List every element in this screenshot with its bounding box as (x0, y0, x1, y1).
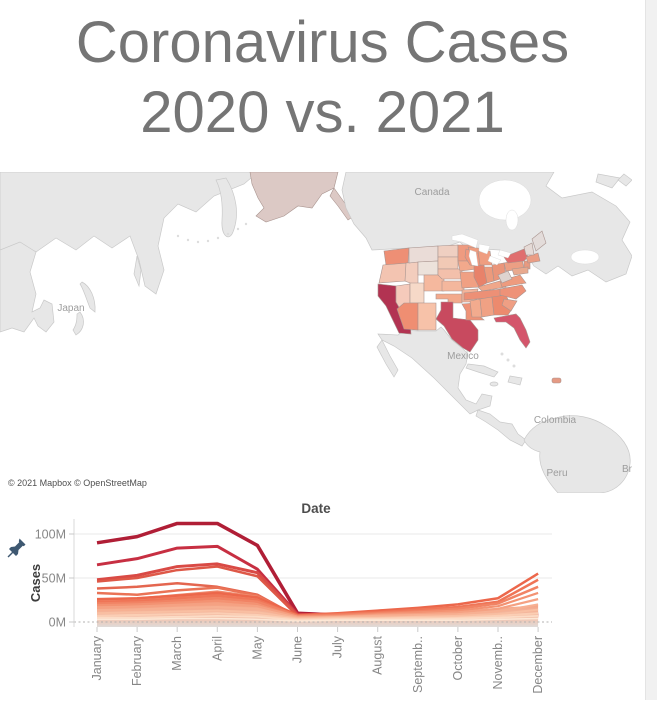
state-ND[interactable] (437, 244, 459, 258)
scrollbar[interactable] (645, 0, 657, 700)
state-TX[interactable] (435, 301, 479, 353)
x-tick-label-July: July (331, 635, 345, 658)
hudson-bay (478, 179, 532, 221)
land-japan-south (72, 311, 84, 336)
bahamas (500, 352, 516, 368)
state-SD[interactable] (437, 256, 459, 270)
map-attribution: © 2021 Mapbox © OpenStreetMap (4, 477, 151, 489)
map-label-colombia: Colombia (534, 415, 577, 426)
x-tick-label-June: June (291, 636, 305, 663)
state-KY[interactable] (477, 280, 507, 292)
state-puerto-rico[interactable] (551, 377, 562, 384)
land-canada (341, 172, 632, 283)
state-NC[interactable] (499, 284, 527, 300)
map-label-brazil: Br (622, 464, 632, 475)
state-VT-NH[interactable] (523, 242, 535, 256)
pin-icon[interactable] (7, 538, 26, 558)
land-china-korea (0, 241, 55, 333)
map-label-peru: Peru (546, 468, 567, 479)
arctic-islands-2 (617, 173, 632, 187)
state-ME[interactable] (531, 230, 547, 252)
land-central-america (475, 409, 527, 447)
us-states-choropleth[interactable] (377, 230, 547, 353)
title-line-2: 2020 vs. 2021 (140, 80, 505, 145)
x-tick-label-October: October (451, 636, 465, 680)
state-NY[interactable] (503, 248, 529, 264)
state-NM[interactable] (417, 302, 437, 331)
state-NE[interactable] (437, 268, 463, 280)
y-tick-label-100M: 100M (35, 528, 66, 542)
chart-title: Date (301, 501, 331, 516)
state-MD[interactable] (511, 266, 529, 276)
state-SC[interactable] (501, 298, 518, 312)
title-line-1: Coronavirus Cases (75, 10, 570, 75)
x-tick-label-September: Septemb.. (411, 636, 425, 693)
lake-ontario (497, 249, 512, 259)
map-label-japan: Japan (57, 303, 84, 314)
land-kamchatka (215, 177, 237, 238)
dashboard-title: Coronavirus Cases 2020 vs. 2021 (0, 8, 645, 148)
state-WA[interactable] (383, 247, 410, 266)
x-tick-label-May: May (250, 635, 264, 659)
state-WV[interactable] (497, 270, 513, 284)
land-siberia (0, 172, 259, 295)
line-series-15[interactable] (97, 614, 539, 622)
x-tick-label-November: Novemb.. (491, 636, 505, 690)
land-sakhalin (133, 255, 142, 288)
state-FL[interactable] (493, 313, 531, 349)
chart-axes: 0M 50M 100M January February March April May Jun… (35, 519, 545, 694)
state-VA[interactable] (499, 274, 527, 288)
state-OR[interactable] (378, 262, 409, 284)
land-jamaica (489, 381, 499, 387)
arctic-islands (595, 173, 621, 189)
gulf-st-lawrence (570, 249, 600, 265)
line-series-16[interactable] (97, 617, 539, 622)
lake-erie (487, 255, 502, 266)
x-tick-label-February: February (130, 635, 144, 686)
state-UT[interactable] (409, 282, 425, 304)
land-baja (376, 339, 399, 378)
x-tick-label-April: April (210, 636, 224, 661)
chart-canvas[interactable]: Date Cases 0M 50M 100M January February March… (0, 495, 657, 700)
us-cases-map[interactable]: Canada Japan Mexico Colombia Peru Br © 2… (0, 172, 632, 493)
map-label-mexico: Mexico (447, 351, 479, 362)
state-KS[interactable] (441, 280, 465, 292)
x-tick-label-March: March (170, 636, 184, 671)
y-tick-label-0M: 0M (49, 616, 66, 630)
x-tick-label-December: December (531, 636, 545, 694)
land-japan (79, 281, 96, 313)
chart-marks[interactable] (74, 521, 552, 627)
lake-huron (478, 243, 491, 255)
state-ID[interactable] (404, 261, 419, 285)
x-tick-label-August: August (371, 635, 385, 674)
x-tick-label-January: January (90, 635, 104, 680)
y-axis-label: Cases (28, 564, 43, 602)
state-AL[interactable] (479, 296, 495, 318)
great-lakes (451, 233, 512, 267)
y-tick-label-50M: 50M (42, 572, 66, 586)
map-canvas[interactable]: Canada Japan Mexico Colombia Peru Br (0, 172, 632, 493)
land-south-america (523, 415, 631, 493)
land-cuba (465, 363, 499, 378)
state-WY[interactable] (417, 260, 439, 276)
james-bay (505, 209, 519, 231)
state-AZ[interactable] (396, 302, 419, 331)
aleutian-islands (176, 222, 248, 244)
land-mexico (377, 326, 493, 415)
lake-michigan (468, 249, 479, 267)
state-MT[interactable] (408, 245, 439, 264)
lake-superior (451, 233, 479, 249)
land-hispaniola (507, 375, 523, 386)
cases-by-date-chart[interactable]: Date Cases 0M 50M 100M January February March… (0, 495, 657, 700)
map-label-canada: Canada (414, 187, 449, 198)
